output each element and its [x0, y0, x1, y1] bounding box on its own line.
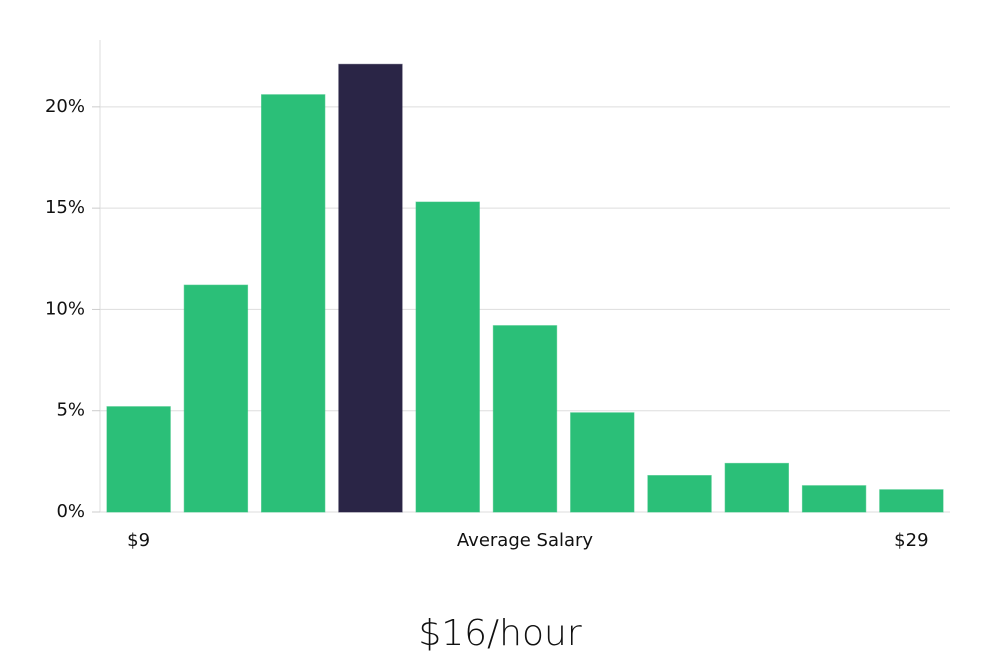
bar: [183, 284, 249, 513]
bar: [724, 462, 789, 513]
bar: [261, 94, 326, 513]
chart-title: $16/hour: [418, 613, 582, 654]
bar: [106, 406, 171, 513]
bar: [492, 325, 558, 513]
x-axis-label: Average Salary: [457, 530, 594, 551]
x-tick-label: $29: [894, 530, 928, 551]
bar: [879, 489, 944, 513]
bar: [338, 63, 403, 513]
bar: [647, 475, 712, 513]
x-tick-label: $9: [127, 530, 150, 551]
bar: [570, 412, 635, 513]
y-tick-label: 15%: [45, 197, 85, 218]
y-tick-label: 20%: [45, 96, 85, 117]
y-tick-label: 10%: [45, 298, 85, 319]
y-tick-label: 5%: [56, 400, 85, 421]
bar: [801, 485, 867, 513]
y-tick-label: 0%: [56, 501, 85, 522]
bar: [415, 201, 480, 513]
